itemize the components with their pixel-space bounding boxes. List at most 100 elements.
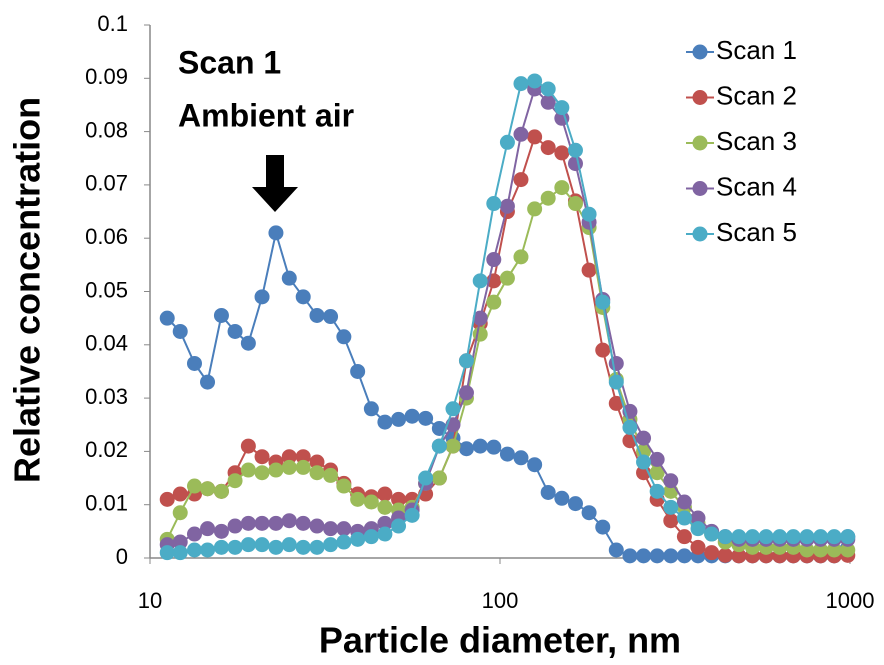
data-point — [240, 462, 256, 478]
data-point — [431, 438, 447, 454]
y-tick-label: 0.05 — [85, 277, 128, 302]
data-point — [200, 521, 216, 537]
x-tick-label: 100 — [482, 588, 519, 613]
data-point — [840, 542, 856, 558]
data-point — [527, 201, 543, 217]
data-point — [458, 441, 474, 457]
data-point — [159, 310, 175, 326]
data-point — [254, 449, 270, 465]
data-point — [309, 539, 325, 555]
annotation: Scan 1 — [178, 44, 281, 80]
data-point — [731, 529, 747, 545]
data-point — [608, 542, 624, 558]
data-point — [513, 249, 529, 265]
data-point — [622, 419, 638, 435]
data-point — [240, 438, 256, 454]
data-point — [676, 510, 692, 526]
data-point — [513, 76, 529, 92]
data-point — [240, 537, 256, 553]
data-point — [663, 499, 679, 515]
data-point — [172, 534, 188, 550]
data-point — [309, 307, 325, 323]
data-point — [690, 521, 706, 537]
data-point — [527, 457, 543, 473]
data-point — [486, 294, 502, 310]
data-point — [295, 539, 311, 555]
data-point — [172, 486, 188, 502]
x-axis-title: Particle diameter, nm — [319, 620, 681, 661]
data-point — [744, 529, 760, 545]
data-point — [608, 395, 624, 411]
data-point — [336, 521, 352, 537]
data-point — [431, 420, 447, 436]
data-point — [295, 289, 311, 305]
data-point — [268, 462, 284, 478]
data-point — [404, 507, 420, 523]
data-point — [172, 323, 188, 339]
data-point — [445, 438, 461, 454]
data-point — [391, 518, 407, 534]
data-point — [472, 310, 488, 326]
data-point — [323, 521, 339, 537]
y-tick-label: 0.07 — [85, 171, 128, 196]
data-point — [295, 459, 311, 475]
data-point — [350, 531, 366, 547]
data-point — [295, 449, 311, 465]
data-point — [363, 494, 379, 510]
data-point — [663, 513, 679, 529]
data-point — [350, 363, 366, 379]
data-point — [540, 94, 556, 110]
data-point — [567, 496, 583, 512]
data-point — [731, 548, 747, 564]
legend-marker — [692, 226, 708, 242]
data-point — [213, 539, 229, 555]
data-point — [622, 548, 638, 564]
data-point — [295, 515, 311, 531]
data-point — [336, 329, 352, 345]
data-point — [309, 518, 325, 534]
data-point — [676, 494, 692, 510]
data-point — [472, 273, 488, 289]
data-point — [595, 519, 611, 535]
data-point — [323, 309, 339, 325]
data-point — [281, 270, 297, 286]
legend-label: Scan 2 — [716, 80, 797, 110]
data-point — [227, 323, 243, 339]
data-point — [554, 100, 570, 116]
data-point — [254, 515, 270, 531]
data-point — [649, 465, 665, 481]
data-point — [567, 142, 583, 158]
data-point — [527, 73, 543, 89]
data-point — [186, 542, 202, 558]
data-point — [567, 156, 583, 172]
data-point — [758, 529, 774, 545]
y-tick-label: 0.02 — [85, 437, 128, 462]
data-point — [377, 499, 393, 515]
data-point — [499, 198, 515, 214]
data-point — [404, 408, 420, 424]
data-point — [513, 126, 529, 142]
data-point — [200, 374, 216, 390]
data-point — [636, 430, 652, 446]
data-point — [159, 491, 175, 507]
data-point — [418, 470, 434, 486]
y-tick-label: 0.09 — [85, 64, 128, 89]
data-point — [431, 470, 447, 486]
data-point — [254, 537, 270, 553]
data-point — [608, 374, 624, 390]
data-point — [527, 129, 543, 145]
data-point — [472, 438, 488, 454]
data-point — [540, 484, 556, 500]
data-point — [172, 505, 188, 521]
x-tick-label: 1000 — [826, 588, 875, 613]
data-point — [704, 545, 720, 561]
data-point — [458, 385, 474, 401]
data-point — [676, 529, 692, 545]
legend-label: Scan 1 — [716, 35, 797, 65]
data-point — [268, 515, 284, 531]
data-point — [377, 414, 393, 430]
data-point — [595, 342, 611, 358]
data-point — [240, 515, 256, 531]
data-point — [391, 411, 407, 427]
data-point — [336, 534, 352, 550]
